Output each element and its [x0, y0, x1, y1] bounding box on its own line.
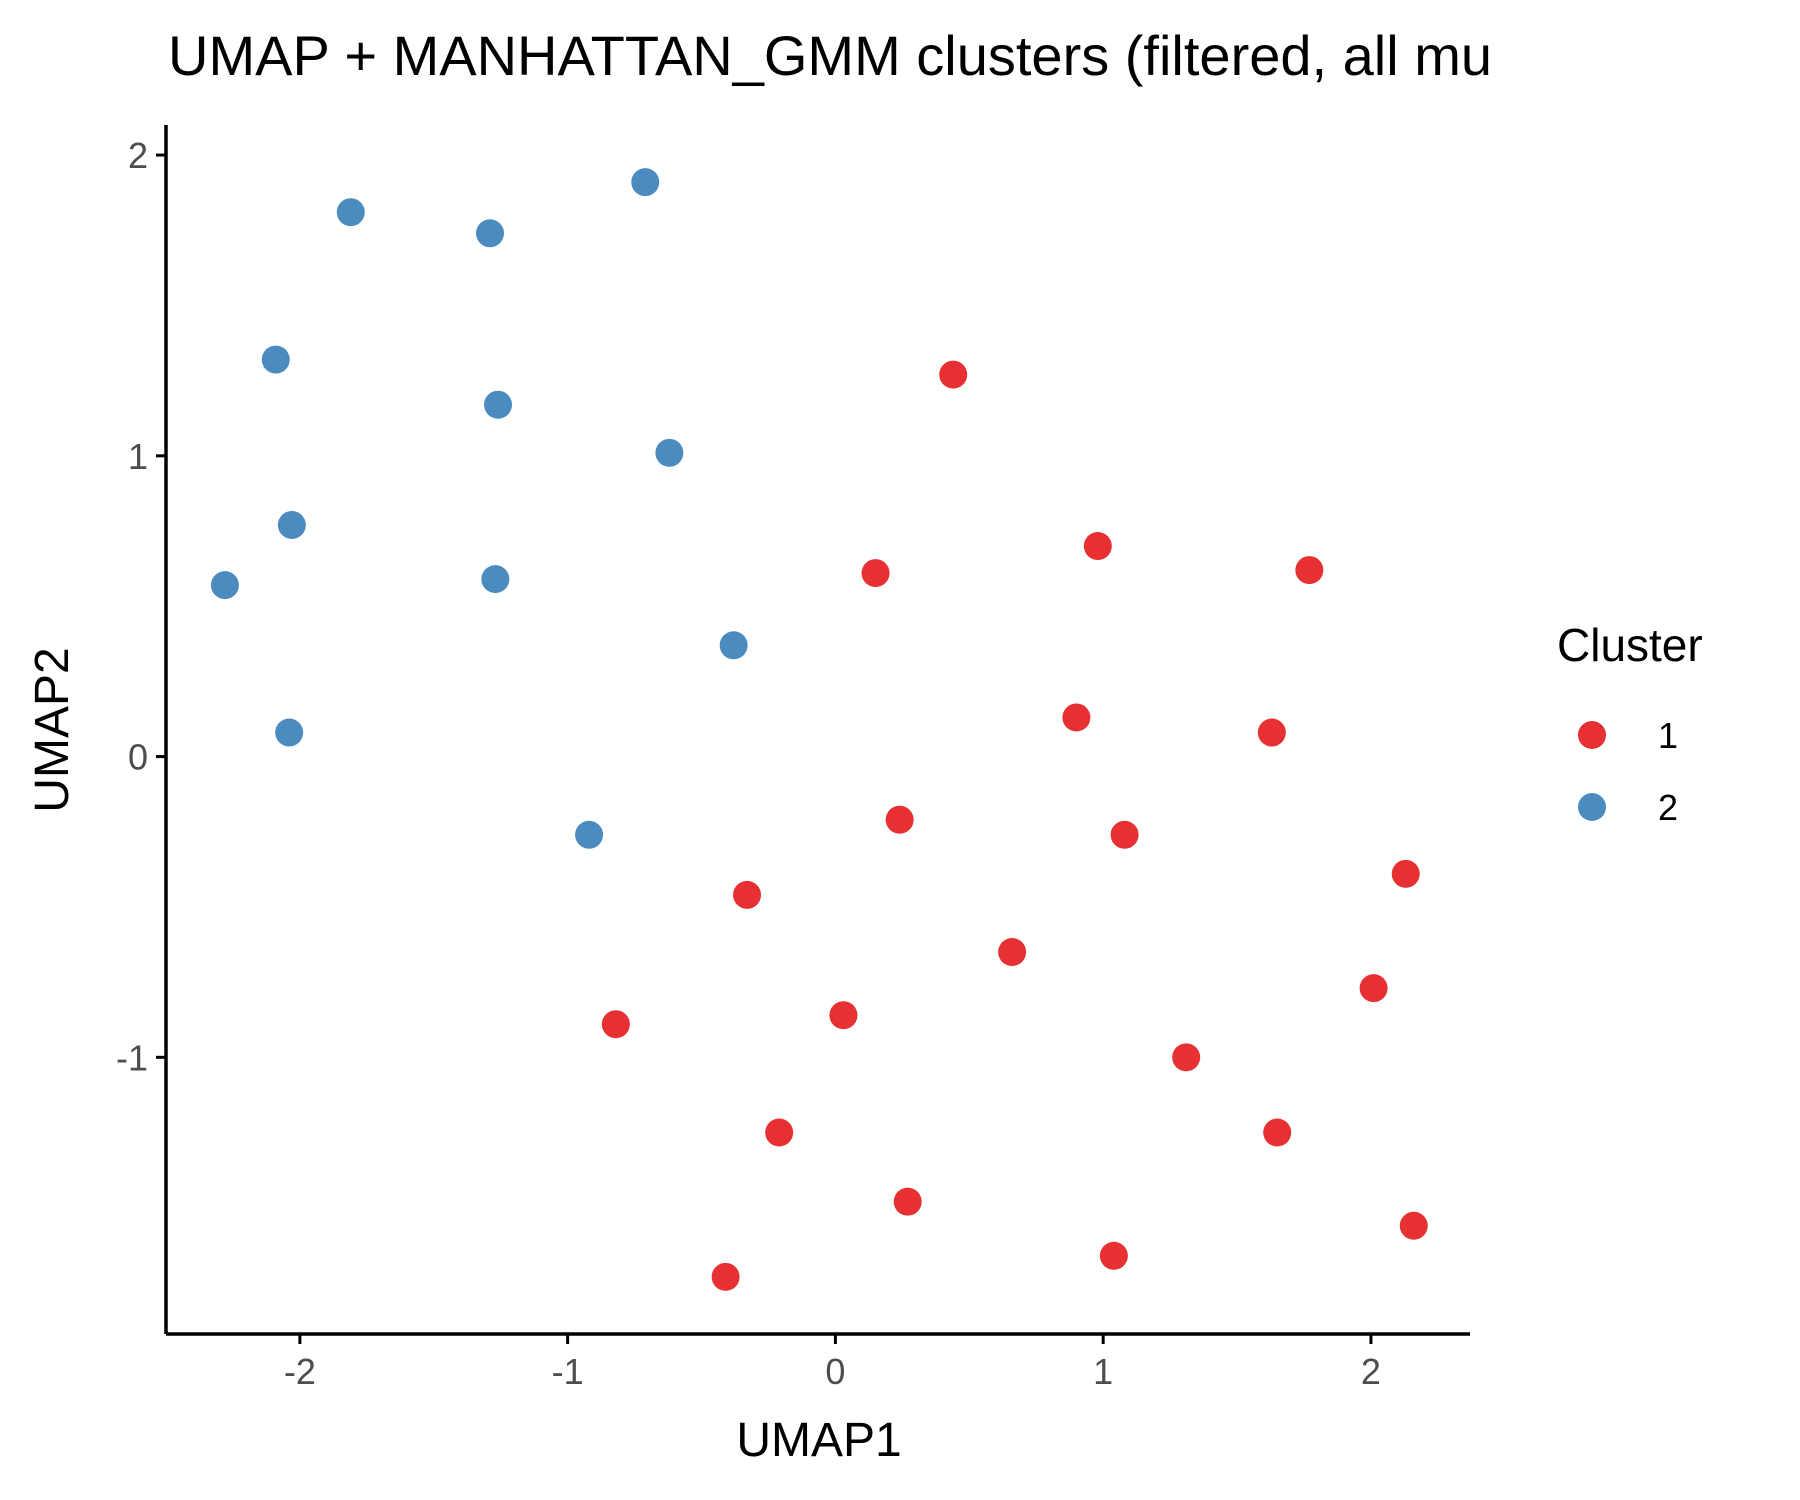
data-point-cluster-1 — [998, 938, 1027, 967]
data-point-cluster-2 — [336, 198, 365, 227]
legend: Cluster 12 — [1557, 619, 1703, 828]
data-point-cluster-2 — [210, 571, 239, 600]
data-point-cluster-1 — [765, 1118, 794, 1147]
data-point-cluster-1 — [1359, 974, 1388, 1003]
y-tick-label: -1 — [116, 1037, 148, 1078]
y-tick-label: 2 — [128, 135, 148, 176]
x-tick-label: -2 — [284, 1351, 316, 1392]
legend-items: 12 — [1578, 715, 1678, 828]
x-tick-label: 0 — [825, 1351, 845, 1392]
data-point-cluster-1 — [1399, 1211, 1428, 1240]
data-point-cluster-2 — [631, 168, 660, 197]
data-point-cluster-1 — [733, 880, 762, 909]
data-point-cluster-1 — [601, 1010, 630, 1039]
legend-label-1: 1 — [1658, 715, 1678, 756]
data-point-cluster-1 — [1110, 820, 1139, 849]
x-axis-title: UMAP1 — [736, 1414, 901, 1467]
data-point-cluster-2 — [475, 219, 504, 248]
data-point-cluster-1 — [939, 360, 968, 389]
data-point-cluster-1 — [861, 559, 890, 588]
data-point-cluster-1 — [829, 1001, 858, 1030]
y-axis-title: UMAP2 — [26, 647, 79, 812]
data-point-cluster-2 — [719, 631, 748, 660]
data-point-cluster-1 — [1257, 718, 1286, 747]
data-point-cluster-2 — [575, 820, 604, 849]
points-layer — [210, 168, 1428, 1291]
legend-title: Cluster — [1557, 619, 1703, 671]
data-point-cluster-1 — [1295, 556, 1324, 585]
data-point-cluster-1 — [1391, 859, 1420, 888]
legend-key-2 — [1578, 793, 1606, 821]
x-tick-label: -1 — [552, 1351, 584, 1392]
y-tick-label: 0 — [128, 737, 148, 778]
data-point-cluster-2 — [481, 565, 510, 594]
data-point-cluster-2 — [275, 718, 304, 747]
data-point-cluster-1 — [711, 1262, 740, 1291]
data-point-cluster-1 — [1099, 1241, 1128, 1270]
data-point-cluster-1 — [1062, 703, 1091, 732]
legend-key-1 — [1578, 721, 1606, 749]
x-axis-ticks: -2 -1 0 1 2 — [284, 1334, 1381, 1392]
data-point-cluster-1 — [885, 805, 914, 834]
data-point-cluster-1 — [893, 1187, 922, 1216]
data-point-cluster-1 — [1263, 1118, 1292, 1147]
data-point-cluster-2 — [655, 438, 684, 467]
chart-title: UMAP + MANHATTAN_GMM clusters (filtered,… — [168, 24, 1492, 87]
legend-label-2: 2 — [1658, 787, 1678, 828]
data-point-cluster-1 — [1172, 1043, 1201, 1072]
x-tick-label: 1 — [1093, 1351, 1113, 1392]
data-point-cluster-1 — [1083, 532, 1112, 561]
y-tick-label: 1 — [128, 436, 148, 477]
y-axis-ticks: -1 0 1 2 — [116, 135, 166, 1078]
x-tick-label: 2 — [1361, 1351, 1381, 1392]
data-point-cluster-2 — [261, 345, 290, 374]
data-point-cluster-2 — [277, 510, 306, 539]
data-point-cluster-2 — [484, 390, 513, 419]
